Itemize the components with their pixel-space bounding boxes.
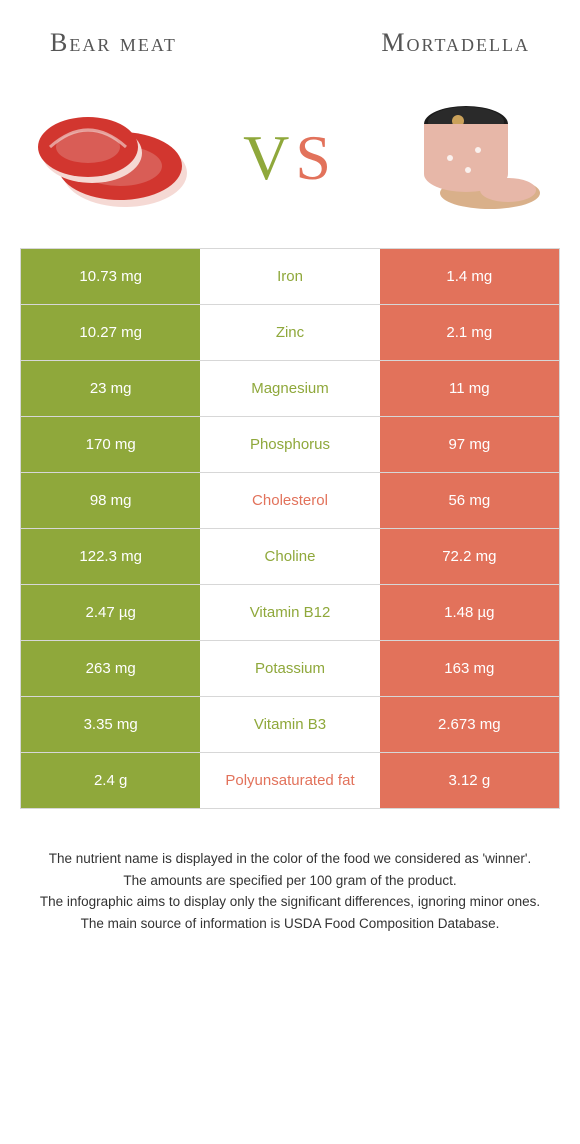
right-value: 163 mg (380, 641, 559, 696)
right-value: 1.4 mg (380, 249, 559, 304)
right-value: 1.48 µg (380, 585, 559, 640)
vs-label: VS (243, 121, 337, 195)
table-row: 263 mgPotassium163 mg (21, 641, 559, 697)
left-value: 10.27 mg (21, 305, 200, 360)
nutrient-label: Polyunsaturated fat (200, 753, 379, 808)
left-value: 2.47 µg (21, 585, 200, 640)
table-row: 170 mgPhosphorus97 mg (21, 417, 559, 473)
left-food-image (30, 98, 200, 218)
left-value: 3.35 mg (21, 697, 200, 752)
footnote-line: The amounts are specified per 100 gram o… (34, 871, 546, 891)
right-value: 56 mg (380, 473, 559, 528)
header: Bear meat Mortadella (0, 0, 580, 68)
table-row: 2.4 gPolyunsaturated fat3.12 g (21, 753, 559, 809)
table-row: 98 mgCholesterol56 mg (21, 473, 559, 529)
table-row: 10.73 mgIron1.4 mg (21, 249, 559, 305)
footnote-line: The infographic aims to display only the… (34, 892, 546, 912)
right-value: 97 mg (380, 417, 559, 472)
left-value: 122.3 mg (21, 529, 200, 584)
vs-letter-s: S (295, 122, 337, 193)
vs-letter-v: V (243, 122, 295, 193)
nutrient-label: Vitamin B3 (200, 697, 379, 752)
table-row: 10.27 mgZinc2.1 mg (21, 305, 559, 361)
nutrient-table: 10.73 mgIron1.4 mg10.27 mgZinc2.1 mg23 m… (20, 248, 560, 809)
left-value: 23 mg (21, 361, 200, 416)
footnote-line: The main source of information is USDA F… (34, 914, 546, 934)
right-value: 3.12 g (380, 753, 559, 808)
table-row: 122.3 mgCholine72.2 mg (21, 529, 559, 585)
table-row: 2.47 µgVitamin B121.48 µg (21, 585, 559, 641)
left-food-title: Bear meat (50, 28, 177, 58)
nutrient-label: Potassium (200, 641, 379, 696)
nutrient-label: Cholesterol (200, 473, 379, 528)
nutrient-label: Magnesium (200, 361, 379, 416)
hero-row: VS (0, 68, 580, 238)
footnote-line: The nutrient name is displayed in the co… (34, 849, 546, 869)
nutrient-label: Choline (200, 529, 379, 584)
nutrient-label: Phosphorus (200, 417, 379, 472)
right-food-title: Mortadella (381, 28, 530, 58)
left-value: 170 mg (21, 417, 200, 472)
left-value: 98 mg (21, 473, 200, 528)
footnotes: The nutrient name is displayed in the co… (0, 809, 580, 933)
nutrient-label: Vitamin B12 (200, 585, 379, 640)
nutrient-label: Iron (200, 249, 379, 304)
right-value: 72.2 mg (380, 529, 559, 584)
right-value: 2.1 mg (380, 305, 559, 360)
left-value: 10.73 mg (21, 249, 200, 304)
left-value: 2.4 g (21, 753, 200, 808)
nutrient-label: Zinc (200, 305, 379, 360)
left-value: 263 mg (21, 641, 200, 696)
right-value: 2.673 mg (380, 697, 559, 752)
table-row: 3.35 mgVitamin B32.673 mg (21, 697, 559, 753)
table-row: 23 mgMagnesium11 mg (21, 361, 559, 417)
right-food-image (380, 98, 550, 218)
right-value: 11 mg (380, 361, 559, 416)
